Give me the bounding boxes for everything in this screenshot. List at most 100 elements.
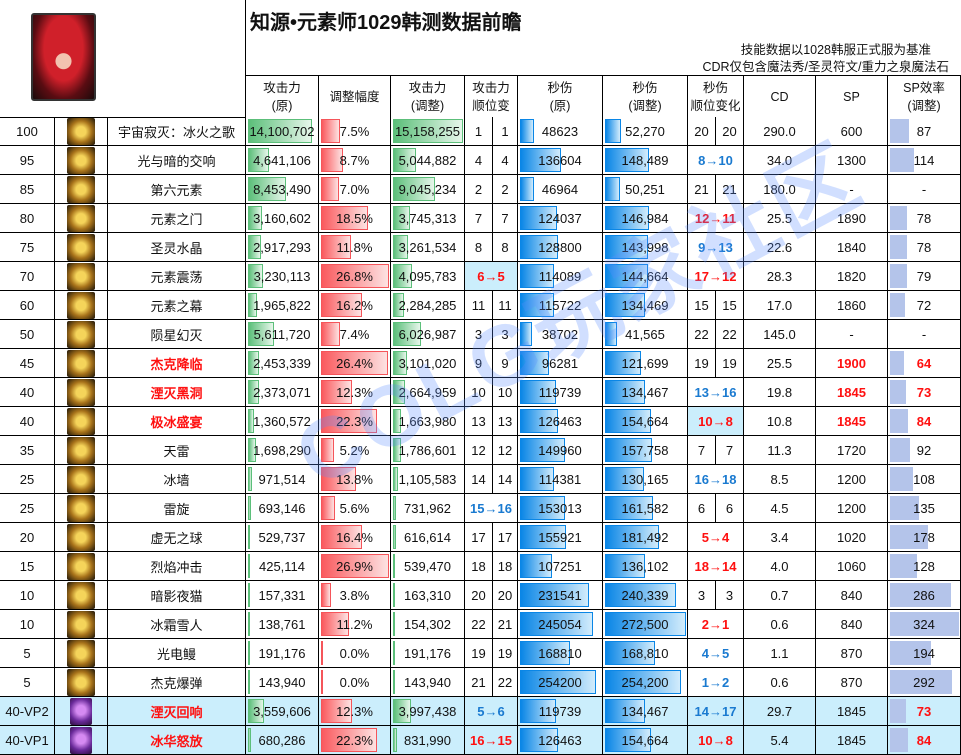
sp-eff-cell: 92 <box>888 436 961 464</box>
icon-cell <box>55 668 108 696</box>
atk-rank-new-value: 7 <box>501 210 509 226</box>
atk-new-cell: 143,940 <box>391 668 465 696</box>
skill-name: 虚无之球 <box>150 530 203 546</box>
adjust-rate: 0.0% <box>339 674 370 690</box>
cooldown: 180.0 <box>763 181 796 197</box>
dps-rank-change-value: 1→2 <box>701 674 730 690</box>
atk-new-cell-bar <box>393 525 396 549</box>
adjust-rate: 26.9% <box>336 558 373 574</box>
dps-rank-new: 7 <box>716 436 744 464</box>
table-row: 25 冰墙 971,514 13.8% 1,105,583 14 14 114381 130,1… <box>0 465 961 494</box>
atk-new-cell-bar <box>393 148 417 172</box>
atk-new-cell: 191,176 <box>391 639 465 667</box>
skill-icon <box>67 378 95 406</box>
atk-new-cell: 2,284,285 <box>391 291 465 319</box>
icon-cell <box>55 262 108 290</box>
cooldown: 19.8 <box>766 384 793 400</box>
dps-orig-cell: 168810 <box>518 639 603 667</box>
adj-cell-bar <box>321 496 336 520</box>
dps-orig: 124037 <box>538 210 582 226</box>
atk-orig-cell: 971,514 <box>246 465 319 493</box>
dps-rank-change: 18→14 <box>688 552 744 580</box>
dps-new: 144,664 <box>621 268 669 284</box>
adj-cell: 12.3% <box>319 378 391 406</box>
dps-new-cell-bar <box>605 293 645 317</box>
atk-orig-cell-bar <box>248 670 250 694</box>
header-text: SP <box>843 90 860 104</box>
dps-new-cell-bar <box>605 554 646 578</box>
sp-eff-cell: 194 <box>888 639 961 667</box>
adjust-rate: 3.8% <box>339 587 370 603</box>
skill-name: 极冰盛宴 <box>150 414 203 430</box>
atk-new: 3,261,534 <box>398 239 457 255</box>
skill-icon <box>67 436 95 464</box>
skill-icon <box>67 465 95 493</box>
atk-new-cell: 5,044,882 <box>391 146 465 174</box>
atk-rank-new-value: 17 <box>497 529 513 545</box>
page-title: 知源•元素师1029韩测数据前瞻 <box>250 12 522 34</box>
sp-cost: 1200 <box>837 500 866 516</box>
atk-rank-new-value: 21 <box>497 616 513 632</box>
atk-rank-new: 17 <box>493 523 518 551</box>
atk-orig-cell-bar <box>248 409 255 433</box>
dps-new-cell: 52,270 <box>603 117 688 145</box>
atk-new-cell-bar <box>393 438 402 462</box>
skill-level: 95 <box>19 152 35 168</box>
dps-orig-cell-bar <box>520 583 589 607</box>
atk-rank-new-value: 11 <box>498 297 512 313</box>
skill-level: 20 <box>19 529 35 545</box>
dps-rank-new: 20 <box>716 117 744 145</box>
dps-orig: 245054 <box>538 616 582 632</box>
icon-cell <box>55 146 108 174</box>
atk-new-cell: 3,101,020 <box>391 349 465 377</box>
level-cell: 40-VP2 <box>0 697 55 725</box>
name-cell: 冰墙 <box>108 465 246 493</box>
name-cell: 元素之幕 <box>108 291 246 319</box>
dps-new-cell: 134,467 <box>603 697 688 725</box>
icon-cell <box>55 697 108 725</box>
adj-cell: 7.4% <box>319 320 391 348</box>
skill-level: 45 <box>19 355 35 371</box>
dps-rank-change-value: 8→10 <box>698 152 733 168</box>
dps-new-cell: 41,565 <box>603 320 688 348</box>
cd-cell: 145.0 <box>744 320 816 348</box>
dps-orig-cell-bar <box>520 467 554 491</box>
sp-eff-cell: 286 <box>888 581 961 609</box>
atk-rank-new-value: 4 <box>501 152 509 168</box>
sp-eff-cell-bar <box>890 467 913 491</box>
atk-rank-old-value: 14 <box>471 471 486 487</box>
adj-cell: 11.2% <box>319 610 391 638</box>
cooldown: 10.8 <box>766 413 793 429</box>
skill-level: 25 <box>19 500 35 516</box>
dps-orig-cell: 231541 <box>518 581 603 609</box>
header-atk_orig: 攻击力 (原) <box>246 76 319 118</box>
atk-rank-old: 2 <box>465 175 493 203</box>
dps-orig-cell: 96281 <box>518 349 603 377</box>
dps-new-cell: 146,984 <box>603 204 688 232</box>
dps-rank-new-value: 22 <box>722 326 737 342</box>
atk-orig-cell: 529,737 <box>246 523 319 551</box>
cooldown: 145.0 <box>763 326 796 342</box>
icon-cell <box>55 465 108 493</box>
adj-cell-bar <box>321 438 335 462</box>
dps-new: 148,489 <box>621 152 669 168</box>
atk-orig-cell: 2,917,293 <box>246 233 319 261</box>
sp-cell: 1845 <box>816 697 888 725</box>
atk-rank-new: 13 <box>493 407 518 435</box>
dps-rank-old-value: 6 <box>697 500 706 516</box>
sp-efficiency: 84 <box>916 413 932 429</box>
dps-orig-cell: 254200 <box>518 668 603 696</box>
atk-new: 731,962 <box>404 500 451 516</box>
atk-new-cell-bar <box>393 554 396 578</box>
cooldown: 4.5 <box>770 500 789 516</box>
atk-rank-old-value: 20 <box>471 587 486 603</box>
header-text: SP效率 <box>903 81 945 95</box>
dps-rank-new: 15 <box>716 291 744 319</box>
adj-cell-bar <box>321 612 350 636</box>
sp-eff-cell-bar <box>890 699 906 723</box>
dps-rank-change: 14→17 <box>688 697 744 725</box>
skill-level: 40 <box>19 384 35 400</box>
skill-icon <box>67 639 95 667</box>
atk-new-cell: 3,261,534 <box>391 233 465 261</box>
atk-orig-cell: 5,611,720 <box>246 320 319 348</box>
